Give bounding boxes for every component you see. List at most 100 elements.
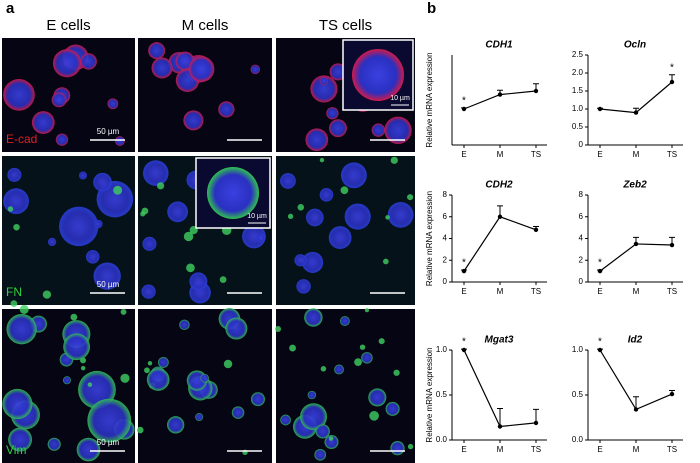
y-tick-label: 1.0 bbox=[436, 345, 448, 354]
annotation: * bbox=[670, 62, 674, 73]
panel-label: a bbox=[6, 0, 15, 17]
x-tick-label: M bbox=[633, 287, 640, 296]
cell bbox=[319, 188, 334, 202]
cell bbox=[300, 403, 328, 431]
stain bbox=[70, 313, 78, 321]
point bbox=[597, 347, 603, 353]
point bbox=[497, 424, 503, 429]
y-tick-label: 8 bbox=[443, 190, 448, 199]
cell bbox=[368, 388, 387, 407]
cell bbox=[31, 111, 55, 134]
x-tick-label: TS bbox=[667, 150, 677, 159]
stain bbox=[287, 213, 294, 220]
stain bbox=[223, 359, 233, 369]
point bbox=[461, 268, 467, 274]
cell bbox=[183, 110, 204, 131]
stain bbox=[42, 290, 52, 299]
chart-title: Zeb2 bbox=[622, 180, 647, 191]
row-label: Vim bbox=[6, 443, 26, 457]
cell bbox=[385, 401, 400, 416]
cell bbox=[52, 49, 82, 78]
chart-title: Id2 bbox=[628, 335, 643, 346]
chart-title: Mgat3 bbox=[485, 335, 514, 346]
micrograph: 50 µm E-cad bbox=[2, 38, 135, 152]
stain bbox=[340, 186, 349, 195]
point bbox=[533, 420, 539, 426]
inset-cell bbox=[352, 49, 404, 101]
x-tick-label: E bbox=[597, 287, 602, 296]
x-tick-label: TS bbox=[667, 445, 677, 454]
point bbox=[461, 347, 467, 353]
cell bbox=[328, 226, 352, 250]
x-tick-label: E bbox=[461, 445, 466, 454]
cell bbox=[280, 173, 296, 189]
cell bbox=[87, 398, 132, 443]
column-title: M cells bbox=[182, 17, 229, 34]
cell bbox=[387, 201, 414, 228]
cell bbox=[344, 203, 371, 230]
y-tick-label: 0.5 bbox=[572, 122, 584, 131]
cell bbox=[78, 171, 88, 180]
point bbox=[597, 268, 603, 274]
stain bbox=[369, 410, 379, 421]
stain bbox=[364, 308, 370, 313]
cell bbox=[324, 435, 339, 450]
chart-title: CDH2 bbox=[485, 180, 513, 191]
cell bbox=[326, 107, 339, 120]
cell bbox=[93, 172, 112, 192]
cell bbox=[167, 416, 185, 434]
cell bbox=[304, 308, 323, 327]
stain bbox=[385, 215, 390, 220]
cell bbox=[339, 316, 350, 326]
scale-bar-label: 50 µm bbox=[97, 280, 120, 289]
cell bbox=[157, 356, 169, 368]
stain bbox=[390, 156, 398, 164]
column-title: E cells bbox=[46, 17, 90, 34]
cell bbox=[94, 219, 103, 229]
x-tick-label: M bbox=[497, 445, 504, 454]
point bbox=[669, 242, 675, 248]
cell bbox=[315, 424, 330, 439]
cell bbox=[319, 76, 329, 86]
cell bbox=[51, 92, 67, 108]
cell bbox=[195, 413, 204, 422]
error-bar bbox=[533, 408, 539, 423]
micrograph bbox=[276, 156, 415, 305]
y-tick-label: 0.5 bbox=[572, 390, 584, 399]
annotation: * bbox=[598, 337, 602, 348]
cell bbox=[167, 201, 189, 223]
stain bbox=[7, 206, 14, 212]
inset-scale-label: 10 µm bbox=[390, 95, 410, 102]
cell bbox=[231, 406, 245, 419]
stain bbox=[289, 344, 296, 352]
y-tick-label: 0.0 bbox=[572, 435, 584, 444]
error-bar bbox=[497, 408, 503, 427]
stain bbox=[378, 338, 385, 345]
cell bbox=[200, 373, 209, 383]
cell bbox=[114, 136, 125, 146]
cell bbox=[151, 57, 173, 79]
stain bbox=[19, 304, 29, 314]
cell bbox=[307, 390, 317, 400]
point bbox=[597, 106, 603, 112]
cell bbox=[340, 162, 367, 189]
micrograph bbox=[275, 308, 415, 463]
y-tick-label: 0 bbox=[579, 277, 584, 286]
y-axis-label: Relative mRNA expression bbox=[425, 191, 434, 286]
stain bbox=[183, 231, 194, 242]
y-tick-label: 2.0 bbox=[572, 68, 584, 77]
micrograph: 50 µm FN bbox=[2, 156, 135, 307]
stain bbox=[136, 426, 144, 434]
cell bbox=[302, 251, 324, 273]
stain bbox=[319, 157, 325, 163]
stain bbox=[147, 361, 153, 366]
y-tick-label: 1.0 bbox=[572, 104, 584, 113]
stain bbox=[10, 300, 18, 307]
cell bbox=[59, 206, 99, 247]
point bbox=[533, 227, 539, 232]
point bbox=[633, 407, 639, 412]
cell bbox=[280, 414, 291, 426]
point bbox=[497, 92, 503, 97]
point bbox=[669, 391, 675, 397]
